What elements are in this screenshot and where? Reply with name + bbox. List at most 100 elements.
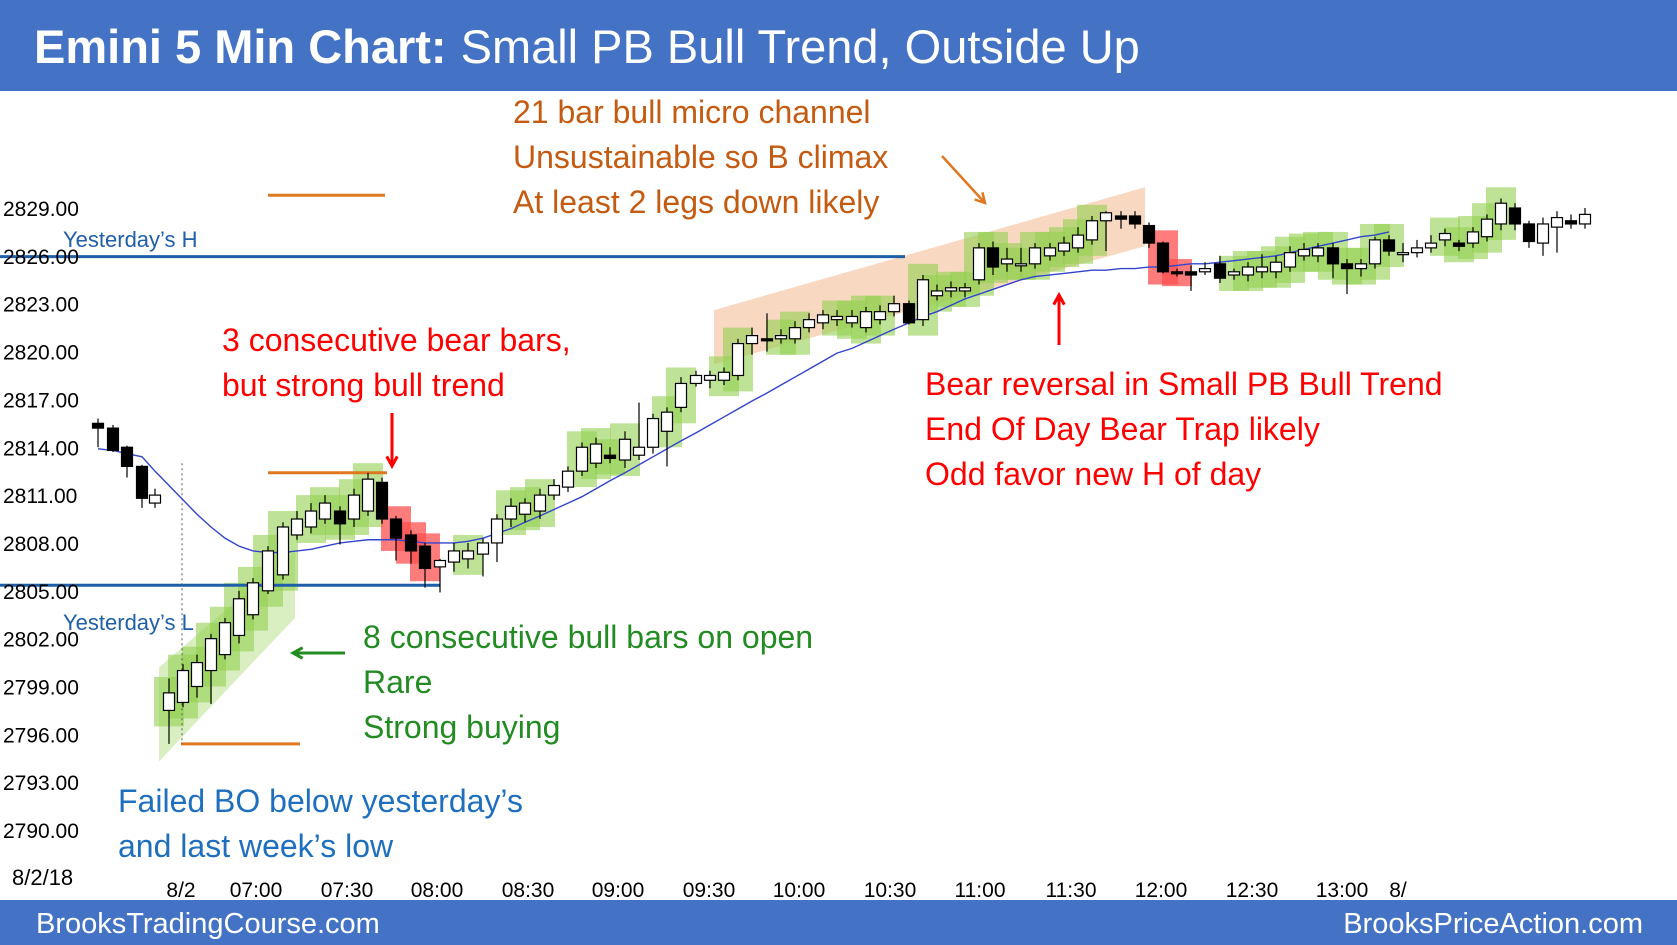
y-tick-label: 2793.00 [3, 772, 79, 795]
candle [135, 464, 149, 508]
candle [461, 542, 475, 569]
candle [986, 241, 1000, 275]
candle [1213, 255, 1227, 283]
axes-layer: 2829.00 2826.00 2823.00 2820.00 2817.00 2814.… [3, 198, 1407, 902]
candle [1283, 246, 1297, 272]
bear-candle-body [1184, 271, 1198, 276]
bull-candle-body [561, 470, 575, 488]
candle [717, 367, 731, 386]
candle [958, 282, 972, 298]
yesterday-low-label: Yesterday’s L [63, 610, 194, 635]
candle [1241, 262, 1255, 282]
candle [518, 498, 532, 523]
x-tick-label: 8/2 [166, 879, 195, 902]
bull-candle-body [176, 669, 190, 704]
bull-candle-body [972, 247, 986, 281]
bull-candle-body [1494, 202, 1508, 225]
footer-left[interactable]: BrooksTradingCourse.com [36, 908, 380, 940]
candle [1564, 214, 1578, 229]
y-tick-label: 2808.00 [3, 533, 79, 556]
bear-candle-body [902, 303, 916, 324]
bear-candle-body [1508, 207, 1522, 225]
candle [1340, 259, 1354, 295]
bull-candle-body [632, 446, 646, 456]
y-tick-label: 2802.00 [3, 629, 79, 652]
bull-candle-body [788, 327, 802, 340]
bull-candle-body [476, 542, 490, 555]
bull-candle-body [830, 315, 844, 321]
candle [618, 431, 632, 468]
bull-candle-body [575, 446, 589, 472]
annotation-bullbars: Rare [363, 664, 432, 700]
bear-candle-body [91, 422, 105, 429]
bull-candle-body [1438, 232, 1452, 241]
candle [1438, 228, 1452, 247]
bear-candle-body [1564, 220, 1578, 225]
y-tick-label: 2820.00 [3, 342, 79, 365]
bull-candle-body [518, 502, 532, 515]
bull-candle-body [618, 438, 632, 461]
bear-candle-body [1522, 223, 1536, 243]
bull-candle-body [347, 494, 361, 520]
candle [176, 664, 190, 708]
candle [902, 300, 916, 325]
bull-candle-body [318, 502, 332, 520]
bull-candle-body [674, 382, 688, 408]
bull-candle-body [547, 484, 561, 496]
x-tick-label: 07:30 [321, 879, 374, 902]
bull-candle-body [490, 518, 504, 544]
x-tick-label: 07:00 [230, 879, 283, 902]
candle [1311, 243, 1325, 263]
bull-candle-body [461, 550, 475, 560]
candle [1410, 239, 1424, 258]
annotations-layer: 21 bar bull micro channel Unsustainable s… [118, 94, 1443, 864]
candle [703, 370, 717, 389]
candle [1099, 211, 1113, 252]
x-tick-label: 13:00 [1316, 879, 1369, 902]
candle [632, 402, 646, 461]
candle [1128, 211, 1142, 229]
bear-candle-body [120, 446, 134, 467]
bull-candle-body [232, 598, 246, 637]
bull-candle-body [1085, 220, 1099, 241]
bull-candle-body [1057, 242, 1071, 252]
bull-candle-body [433, 559, 447, 568]
candle [1480, 214, 1494, 242]
candle [120, 445, 134, 478]
x-tick-label: 11:30 [1046, 879, 1097, 902]
candle [418, 542, 432, 588]
bull-candle-body [1410, 247, 1424, 254]
bull-candle-body [1578, 213, 1592, 225]
candle [304, 503, 318, 534]
candle [1578, 208, 1592, 229]
candle [887, 295, 901, 317]
arrow-bear-bars [385, 413, 399, 470]
bull-candle-body [958, 287, 972, 292]
arrow-micro-channel [941, 155, 987, 205]
candle [1014, 247, 1028, 272]
bull-candle-body [1536, 223, 1550, 244]
arrow-micro-channel-head [974, 192, 987, 205]
candle [433, 558, 447, 593]
x-tick-label: 08:30 [502, 879, 555, 902]
x-tick-label: 08:00 [411, 879, 464, 902]
bull-candle-body [589, 443, 603, 464]
bull-candle-body [816, 314, 830, 324]
candle [1043, 243, 1057, 261]
candle [1184, 265, 1198, 291]
footer-right[interactable]: BrooksPriceAction.com [1343, 908, 1643, 940]
candle [190, 654, 204, 698]
bull-candle-body [1396, 252, 1410, 256]
footer-bar [0, 900, 1677, 945]
candle [1424, 235, 1438, 253]
arrow-bear-bars-head [385, 455, 399, 470]
candle [674, 377, 688, 413]
levels-layer: Yesterday’s H Yesterday’s L [0, 193, 905, 746]
candle [1057, 236, 1071, 256]
candle [1354, 259, 1368, 277]
y-tick-label: 2805.00 [3, 581, 79, 604]
candle [246, 578, 260, 620]
bear-candle-body [1170, 271, 1184, 275]
candle [333, 506, 347, 545]
bull-candle-body [218, 622, 232, 656]
